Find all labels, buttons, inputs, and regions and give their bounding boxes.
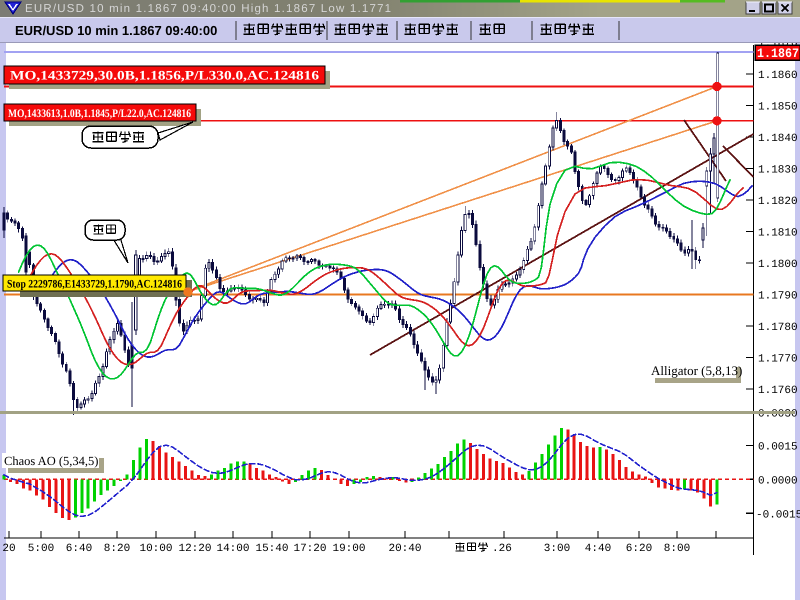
svg-text:8:20: 8:20 xyxy=(104,543,130,555)
svg-text:17:20: 17:20 xyxy=(293,543,326,555)
svg-text:Chaos AO (5,34,5): Chaos AO (5,34,5) xyxy=(4,454,98,468)
svg-text:10:00: 10:00 xyxy=(139,543,172,555)
svg-text:-0.0015: -0.0015 xyxy=(756,509,800,521)
svg-text:8:00: 8:00 xyxy=(664,543,690,555)
svg-text:1.1780: 1.1780 xyxy=(758,322,798,334)
svg-text:1.1790: 1.1790 xyxy=(758,291,798,303)
svg-text:MO,1433729,30.0B,1.1856,P/L330: MO,1433729,30.0B,1.1856,P/L330.0,AC.1248… xyxy=(10,68,320,83)
svg-text:19:00: 19:00 xyxy=(332,543,365,555)
svg-text:1.1830: 1.1830 xyxy=(758,165,798,177)
svg-text:15:40: 15:40 xyxy=(255,543,288,555)
svg-text:14:00: 14:00 xyxy=(216,543,249,555)
svg-text:1.1800: 1.1800 xyxy=(758,259,798,271)
svg-text:EUR/USD 10 min 1.1867 09:40:00: EUR/USD 10 min 1.1867 09:40:00 xyxy=(15,23,217,38)
svg-text:EUR/USD 10 min 1.1867 09:40:00: EUR/USD 10 min 1.1867 09:40:00 High 1.18… xyxy=(25,3,392,15)
svg-text:0.0015: 0.0015 xyxy=(758,442,798,454)
svg-text:0.0000: 0.0000 xyxy=(758,475,798,487)
svg-text:1.1860: 1.1860 xyxy=(758,70,798,82)
svg-text:1.1820: 1.1820 xyxy=(758,196,798,208)
svg-text:MO,1433613,1.0B,1.1845,P/L22.0: MO,1433613,1.0B,1.1845,P/L22.0,AC.124816 xyxy=(8,108,191,120)
svg-text:20: 20 xyxy=(2,543,15,555)
svg-text:6:20: 6:20 xyxy=(626,543,652,555)
svg-text:20:40: 20:40 xyxy=(388,543,421,555)
svg-text:3:00: 3:00 xyxy=(544,543,570,555)
svg-text:4:40: 4:40 xyxy=(585,543,611,555)
svg-text:1.1840: 1.1840 xyxy=(758,133,798,145)
svg-text:0.0030: 0.0030 xyxy=(758,409,798,421)
svg-text:1.1850: 1.1850 xyxy=(758,102,798,114)
svg-text:5:00: 5:00 xyxy=(28,543,54,555)
svg-text:Alligator (5,8,13): Alligator (5,8,13) xyxy=(651,363,742,378)
svg-text:1.1770: 1.1770 xyxy=(758,354,798,366)
svg-text:6:40: 6:40 xyxy=(66,543,92,555)
svg-text:1.1867: 1.1867 xyxy=(757,46,799,61)
svg-text:.26: .26 xyxy=(492,543,512,555)
svg-text:Stop 2229786,E1433729,1.1790,A: Stop 2229786,E1433729,1.1790,AC.124816 xyxy=(7,279,182,291)
svg-text:12:20: 12:20 xyxy=(178,543,211,555)
svg-text:1.1760: 1.1760 xyxy=(758,385,798,397)
svg-text:1.1810: 1.1810 xyxy=(758,228,798,240)
